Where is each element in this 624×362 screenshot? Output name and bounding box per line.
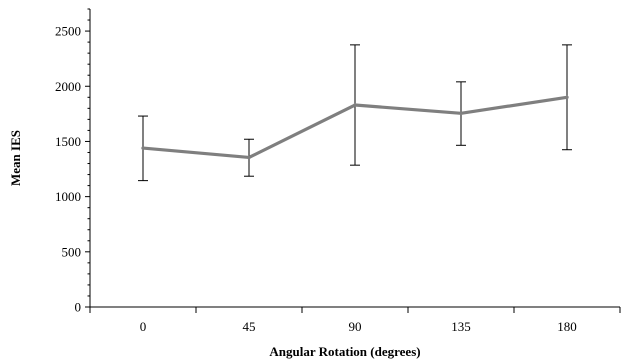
y-tick-label: 0 bbox=[75, 300, 82, 315]
x-axis-title: Angular Rotation (degrees) bbox=[269, 344, 420, 359]
y-tick-label: 2500 bbox=[55, 24, 81, 39]
y-ticks: 0 500 1000 1500 2000 2500 bbox=[55, 8, 90, 315]
data-point bbox=[565, 95, 569, 99]
x-tick-label: 45 bbox=[243, 319, 256, 334]
x-tick-label: 135 bbox=[451, 319, 471, 334]
data-point bbox=[141, 146, 145, 150]
y-tick-label: 1500 bbox=[55, 134, 81, 149]
x-tick-label: 180 bbox=[557, 319, 577, 334]
x-ticks: 0 45 90 135 180 bbox=[89, 307, 621, 334]
y-tick-label: 2000 bbox=[55, 79, 81, 94]
x-tick-label: 0 bbox=[140, 319, 147, 334]
y-tick-label: 1000 bbox=[55, 189, 81, 204]
data-point bbox=[353, 103, 357, 107]
y-axis-title: Mean IES bbox=[8, 130, 23, 186]
x-tick-label: 90 bbox=[349, 319, 362, 334]
series bbox=[141, 95, 569, 160]
y-tick-label: 500 bbox=[62, 244, 82, 259]
error-bars bbox=[138, 44, 572, 182]
data-point bbox=[459, 111, 463, 115]
data-point bbox=[247, 155, 251, 160]
